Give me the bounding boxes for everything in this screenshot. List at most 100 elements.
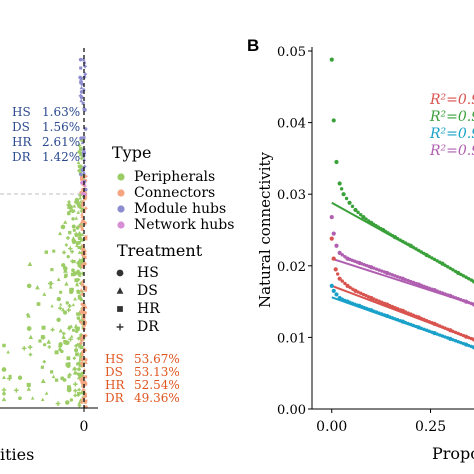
panel-b-point xyxy=(419,283,424,288)
peripheral-point xyxy=(40,365,44,369)
panel-b-point xyxy=(395,236,400,241)
treatment-legend-label: DS xyxy=(137,283,158,299)
network-hub-point xyxy=(81,192,85,196)
peripheral-point xyxy=(14,388,19,393)
peripheral-point xyxy=(77,250,82,254)
peripheral-point xyxy=(67,375,71,379)
peripheral-point xyxy=(68,208,72,213)
panel-b-point xyxy=(361,215,366,220)
panel-b-point xyxy=(403,277,408,282)
peripheral-point xyxy=(78,152,83,157)
connector-point xyxy=(82,196,87,201)
panel-b-letter: B xyxy=(247,36,259,55)
panel-b-point xyxy=(380,300,384,305)
panel-b-point xyxy=(334,292,339,297)
panel-b-x-axis-label: Propo xyxy=(432,444,474,463)
type-legend-label: Connectors xyxy=(134,185,215,201)
module-hub-percentages: HS 1.63% DS 1.56% HR 2.61% DR 1.42% xyxy=(12,105,80,164)
panel-b-y-tick-label: 0.04 xyxy=(277,117,306,132)
panel-b-point xyxy=(395,307,400,311)
peripheral-point xyxy=(36,302,41,306)
connector-point xyxy=(83,310,87,315)
peripheral-point xyxy=(41,325,46,330)
peripheral-point xyxy=(40,335,46,340)
peripheral-point xyxy=(80,259,84,263)
panel-b-r2-label: R²=0.9 xyxy=(429,143,474,159)
connector-point xyxy=(84,382,88,386)
peripheral-point xyxy=(51,374,56,379)
panel-b-point xyxy=(406,321,410,326)
module-hub-point xyxy=(78,93,83,98)
connector-point xyxy=(84,235,88,239)
panel-b-point xyxy=(467,335,471,340)
peripheral-point xyxy=(27,345,33,350)
peripheral-point xyxy=(58,348,62,352)
module-hub-point xyxy=(79,78,84,82)
panel-b-point xyxy=(443,292,447,296)
connector-point xyxy=(84,237,88,241)
panel-b-point xyxy=(372,266,376,270)
panel-b-point xyxy=(435,289,439,293)
panel-b-point xyxy=(459,332,463,337)
peripheral-point xyxy=(2,343,6,348)
treatment-legend-label: DR xyxy=(137,319,159,335)
connector-treatment: DR xyxy=(105,391,125,405)
peripheral-point xyxy=(69,287,74,292)
peripheral-point xyxy=(60,224,66,230)
panel-b-point xyxy=(329,236,334,241)
peripheral-point xyxy=(28,352,33,357)
peripheral-point xyxy=(70,249,75,254)
treatment-legend-label: HR xyxy=(137,301,160,317)
peripheral-point xyxy=(76,202,81,206)
peripheral-point xyxy=(66,356,71,361)
panel-b-point xyxy=(430,256,434,260)
type-legend-swatch xyxy=(117,221,125,229)
panel-b-y-tick-label: 0.02 xyxy=(277,260,306,275)
module-hub-percentage: 1.42% xyxy=(42,150,80,164)
panel-b-point xyxy=(372,297,376,301)
panel-b-point xyxy=(461,274,466,278)
connector-point xyxy=(80,212,84,216)
module-hub-point xyxy=(81,101,85,105)
panel-b-point xyxy=(393,305,397,310)
panel-b-r2-label: R²=0.9 xyxy=(429,126,474,142)
panel-b-point xyxy=(339,187,344,191)
connector-point xyxy=(80,214,84,219)
peripheral-point xyxy=(71,268,75,273)
peripheral-point xyxy=(1,396,7,402)
panel-a-x-axis-label: ities xyxy=(0,445,34,464)
panel-b-r2-label: R²=0.9 xyxy=(429,92,474,108)
peripheral-point xyxy=(42,359,46,364)
peripheral-point xyxy=(17,375,23,380)
peripheral-point xyxy=(28,334,34,339)
panel-b-point xyxy=(340,297,344,301)
panel-b-point xyxy=(380,312,384,316)
panel-b-point xyxy=(347,200,352,205)
connector-point xyxy=(81,248,85,252)
panel-b-point xyxy=(438,290,442,294)
treatment-legend-marker xyxy=(116,287,124,294)
panel-b-point xyxy=(409,312,413,316)
panel-b-point xyxy=(398,238,402,242)
peripheral-point xyxy=(67,211,71,216)
peripheral-point xyxy=(8,374,12,378)
connector-point xyxy=(79,341,83,345)
peripheral-point xyxy=(79,168,83,172)
module-hub-point xyxy=(83,187,88,192)
peripheral-point xyxy=(38,339,42,343)
peripheral-point xyxy=(71,239,77,245)
panel-b-point xyxy=(440,291,445,295)
peripheral-point xyxy=(6,350,10,354)
connector-percentage: 49.36% xyxy=(134,391,180,405)
connector-percentage: 53.67% xyxy=(134,352,180,366)
connector-treatment: DS xyxy=(105,365,123,379)
peripheral-point xyxy=(77,271,81,275)
panel-b-point xyxy=(440,334,445,338)
module-hub-point xyxy=(79,76,83,80)
peripheral-point xyxy=(1,367,7,372)
peripheral-point xyxy=(40,378,46,383)
module-hub-point xyxy=(78,57,83,62)
connector-percentages: HS 53.67% DS 53.13% HR 52.54% DR 49.36% xyxy=(105,352,180,405)
panel-b-point xyxy=(390,273,395,277)
